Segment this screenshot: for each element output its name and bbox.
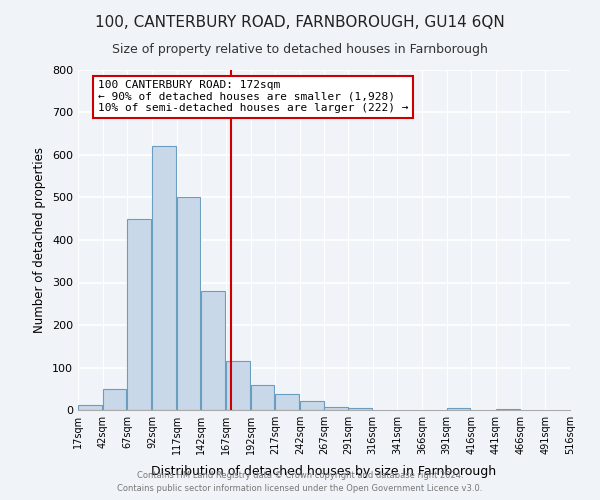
Bar [496, 408, 520, 410]
Bar [127, 218, 151, 410]
Bar [78, 405, 101, 410]
Bar [176, 198, 200, 410]
Bar [300, 400, 323, 410]
Bar [226, 361, 250, 410]
Text: Contains public sector information licensed under the Open Government Licence v3: Contains public sector information licen… [118, 484, 482, 493]
Bar [201, 291, 225, 410]
Bar [275, 394, 299, 410]
X-axis label: Distribution of detached houses by size in Farnborough: Distribution of detached houses by size … [151, 466, 497, 478]
Text: 100 CANTERBURY ROAD: 172sqm
← 90% of detached houses are smaller (1,928)
10% of : 100 CANTERBURY ROAD: 172sqm ← 90% of det… [98, 80, 408, 114]
Text: 100, CANTERBURY ROAD, FARNBOROUGH, GU14 6QN: 100, CANTERBURY ROAD, FARNBOROUGH, GU14 … [95, 15, 505, 30]
Bar [251, 384, 274, 410]
Bar [152, 146, 176, 410]
Bar [103, 389, 127, 410]
Bar [447, 408, 470, 410]
Bar [348, 408, 372, 410]
Y-axis label: Number of detached properties: Number of detached properties [34, 147, 46, 333]
Bar [325, 406, 348, 410]
Text: Contains HM Land Registry data © Crown copyright and database right 2024.: Contains HM Land Registry data © Crown c… [137, 470, 463, 480]
Text: Size of property relative to detached houses in Farnborough: Size of property relative to detached ho… [112, 42, 488, 56]
